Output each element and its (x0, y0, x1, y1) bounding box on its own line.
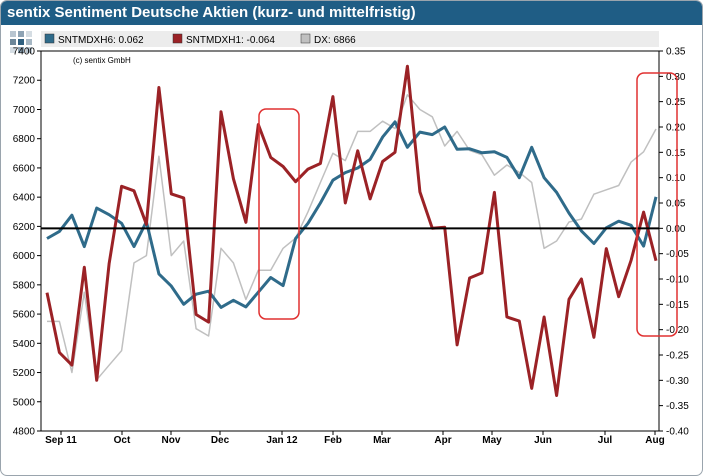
legend-label-dx: DX: 6866 (314, 35, 356, 46)
left-tick-label: 6600 (13, 163, 36, 174)
left-tick-label: 6000 (13, 251, 36, 262)
highlight-box-jan (258, 108, 300, 320)
legend-swatch-sntmdxh6 (44, 33, 55, 44)
right-tick-label: 0.20 (666, 123, 686, 134)
right-tick-label: -0.25 (666, 351, 689, 362)
sentix-logo (10, 31, 32, 53)
left-tick-label: 5600 (13, 310, 36, 321)
left-tick-label: 6200 (13, 222, 36, 233)
legend-swatch-dx (300, 33, 311, 44)
left-tick-label: 5800 (13, 280, 36, 291)
right-tick-label: -0.20 (666, 325, 689, 336)
left-tick-label: 6800 (13, 134, 36, 145)
left-tick-label: 5200 (13, 368, 36, 379)
right-tick-label: 0.00 (666, 224, 686, 235)
copyright-annotation: (c) sentix GmbH (73, 56, 131, 65)
right-tick-label: 0.35 (666, 47, 686, 58)
legend-background (41, 31, 659, 47)
left-tick-label: 5400 (13, 339, 36, 350)
x-tick-label: Jan 12 (266, 435, 298, 446)
left-tick-label: 7400 (13, 47, 36, 58)
left-tick-label: 6400 (13, 193, 36, 204)
series-line-sntmdxh6 (46, 120, 658, 309)
left-tick-label: 4800 (13, 427, 36, 438)
x-tick-label: Apr (434, 435, 451, 446)
right-tick-label: -0.40 (666, 427, 689, 438)
x-tick-label: Nov (162, 435, 181, 446)
plot-frame (40, 50, 660, 432)
x-tick-label: Feb (324, 435, 342, 446)
right-tick-label: 0.15 (666, 148, 686, 159)
legend-swatch-sntmdxh1 (172, 33, 183, 44)
x-tick-label: Oct (114, 435, 131, 446)
x-tick-label: Aug (645, 435, 664, 446)
x-tick-label: Dec (211, 435, 230, 446)
series-line-dx (47, 94, 657, 381)
x-tick-label: Mar (373, 435, 391, 446)
x-tick-label: May (482, 435, 502, 446)
right-tick-label: 0.25 (666, 97, 686, 108)
right-tick-label: 0.05 (666, 199, 686, 210)
legend-label-sntmdxh1: SNTMDXH1: -0.064 (186, 35, 275, 46)
x-tick-label: Sep 11 (45, 435, 77, 446)
left-tick-label: 7200 (13, 76, 36, 87)
left-tick-label: 7000 (13, 105, 36, 116)
highlight-box-aug (636, 72, 678, 337)
right-tick-label: 0.10 (666, 173, 686, 184)
right-tick-label: -0.35 (666, 401, 689, 412)
x-tick-label: Jun (534, 435, 552, 446)
series-line-sntmdxh1 (45, 64, 658, 397)
chart-title: sentix Sentiment Deutsche Aktien (kurz- … (1, 1, 702, 25)
right-tick-label: -0.30 (666, 376, 689, 387)
legend-label-sntmdxh6: SNTMDXH6: 0.062 (58, 35, 144, 46)
x-tick-label: Jul (598, 435, 613, 446)
left-tick-label: 5000 (13, 397, 36, 408)
